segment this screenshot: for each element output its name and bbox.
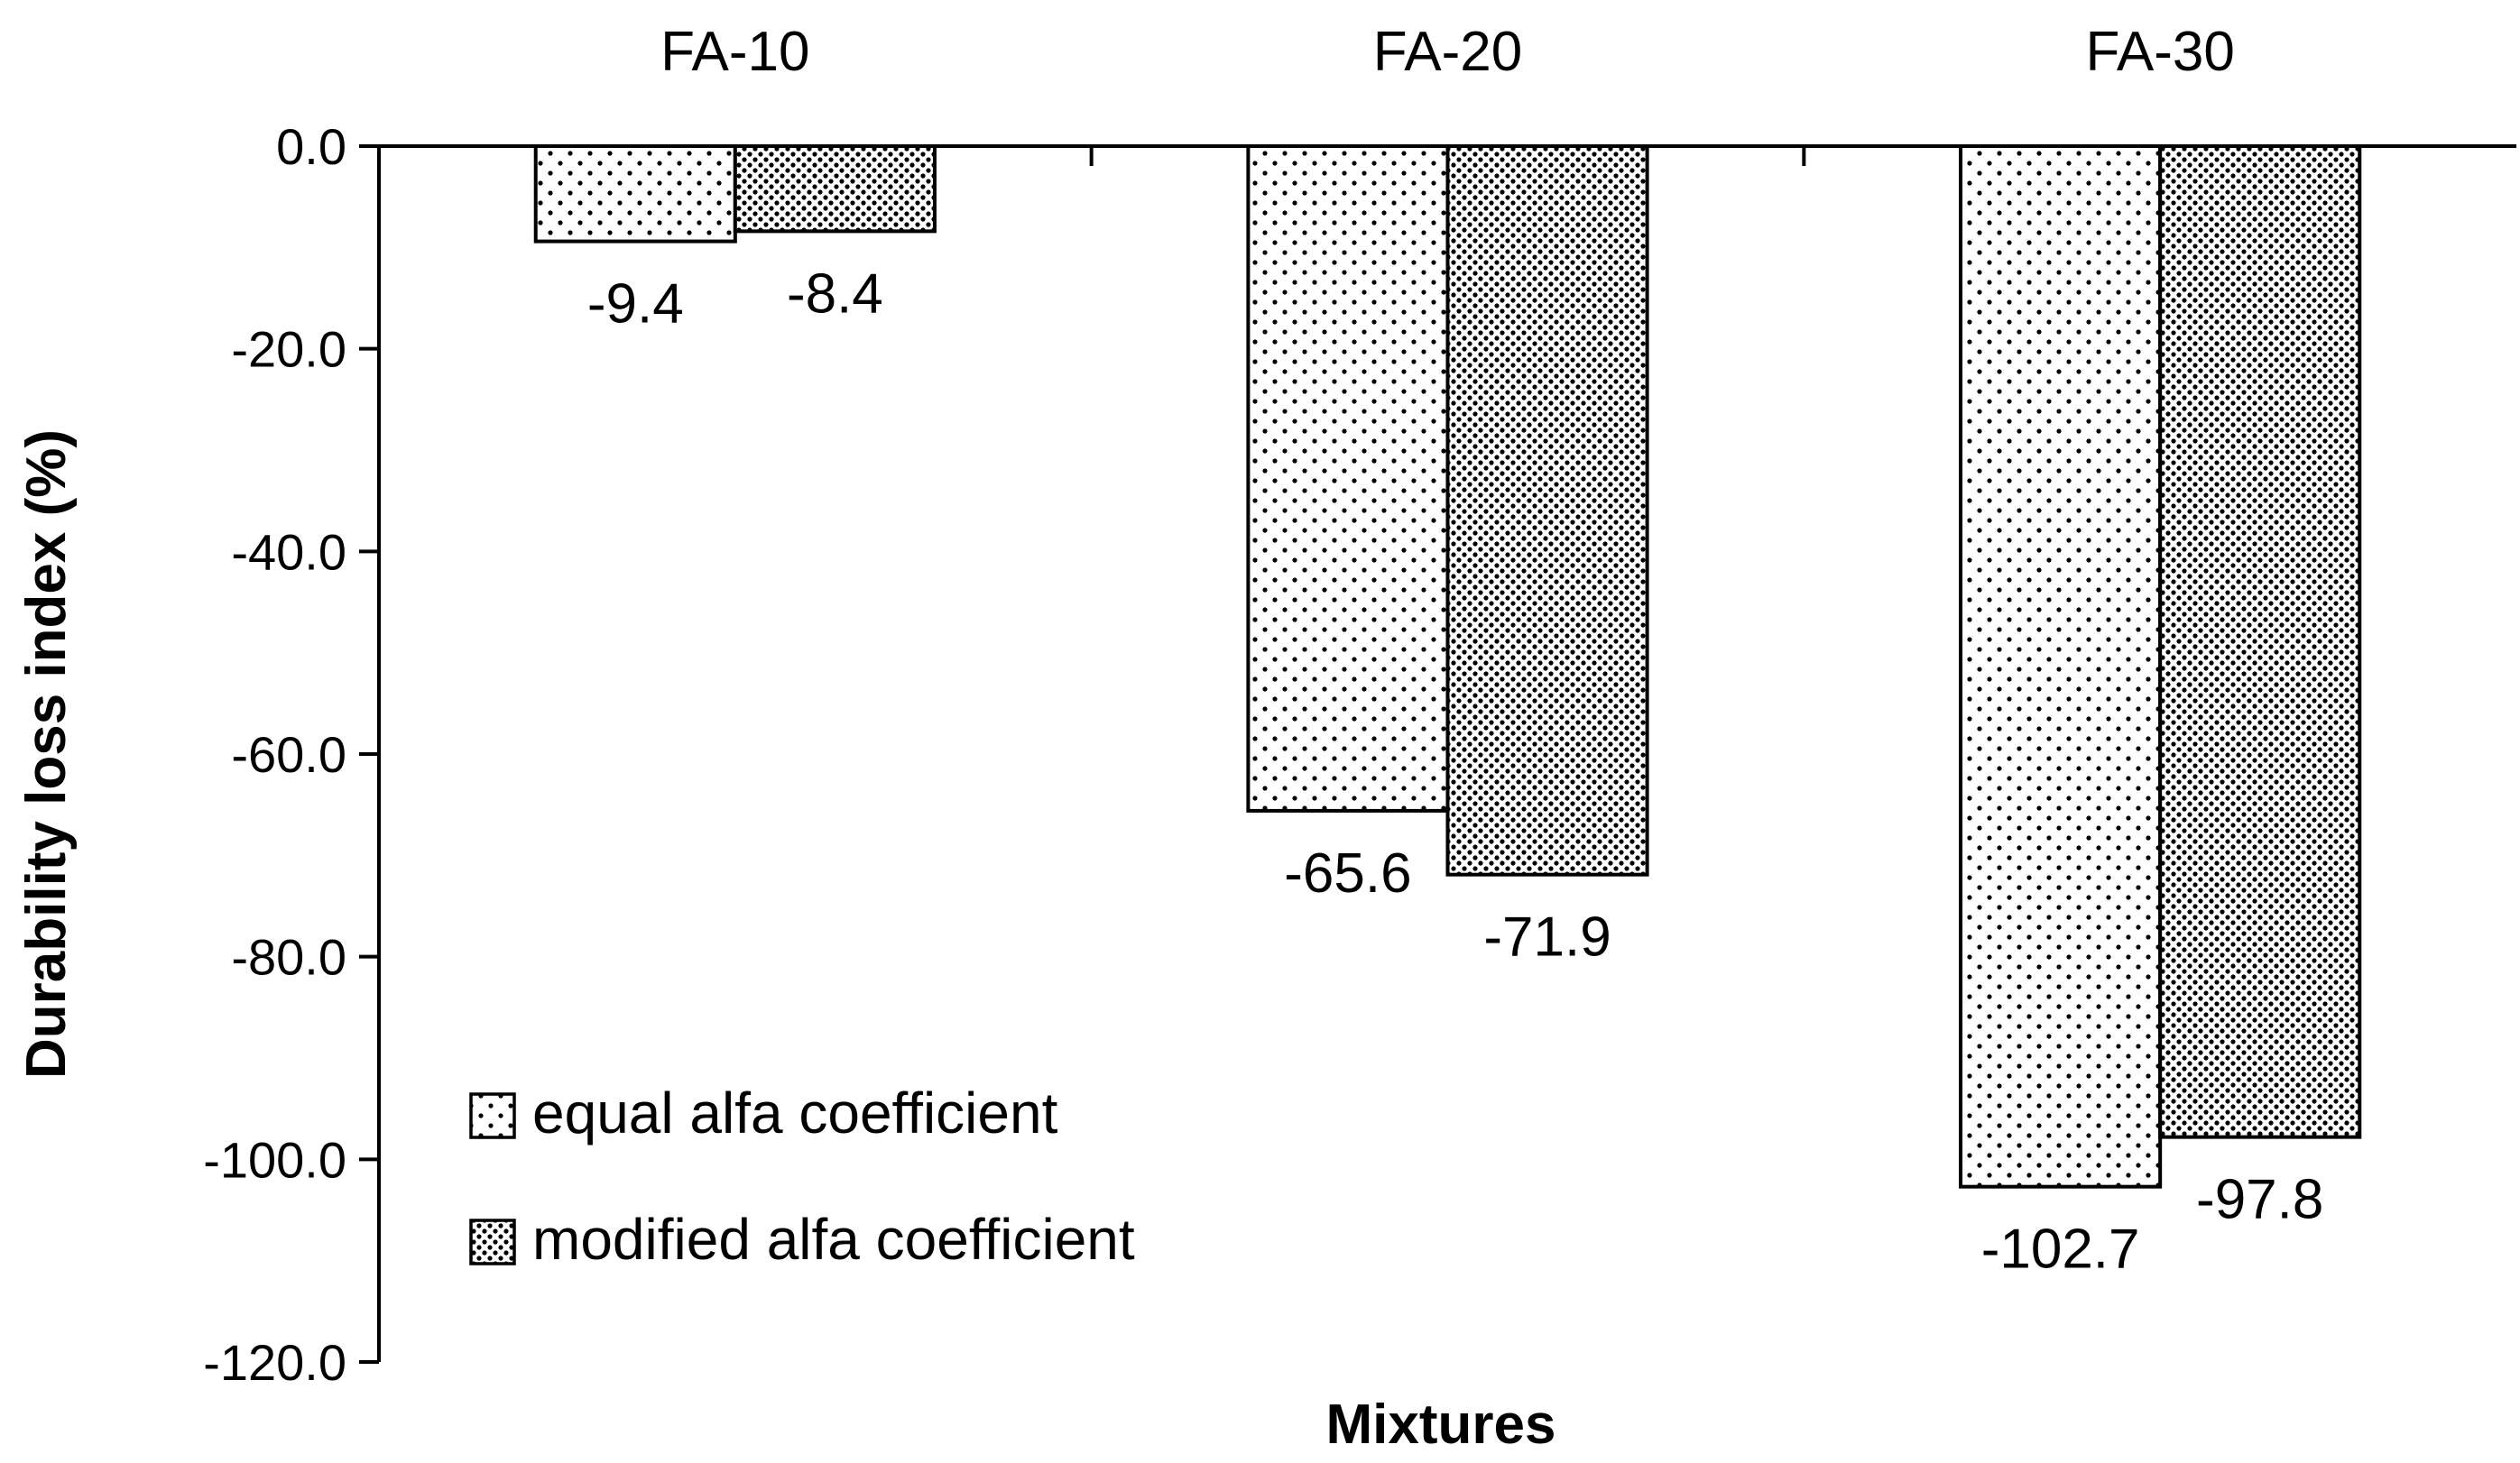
y-tick-label: -60.0 — [231, 726, 346, 783]
y-tick-label: -40.0 — [231, 523, 346, 580]
y-tick-label: -80.0 — [231, 929, 346, 986]
data-label: -102.7 — [1981, 1219, 2140, 1281]
bar-equal-fa-30 — [1959, 144, 2163, 1189]
legend-item-modified: modified alfa coefficient — [469, 1207, 1135, 1272]
y-axis-title: Durability loss index (%) — [15, 429, 78, 1079]
data-label: -9.4 — [587, 273, 684, 336]
category-label: FA-30 — [2085, 21, 2234, 83]
y-tick-label: -100.0 — [203, 1131, 346, 1188]
bars — [533, 144, 2362, 1189]
bar-modified-fa-30 — [2158, 144, 2362, 1139]
bar-modified-fa-10 — [733, 144, 937, 234]
legend-label-modified: modified alfa coefficient — [532, 1207, 1135, 1272]
legend: equal alfa coefficient modified alfa coe… — [469, 1081, 1135, 1272]
data-label: -8.4 — [787, 262, 883, 325]
data-label: -97.8 — [2196, 1169, 2323, 1231]
y-ticks — [359, 144, 379, 1364]
legend-item-equal: equal alfa coefficient — [469, 1081, 1058, 1146]
category-ticks — [1089, 146, 1806, 166]
y-tick-label: -120.0 — [203, 1334, 346, 1391]
category-label: FA-10 — [660, 21, 809, 83]
bar-equal-fa-20 — [1246, 144, 1450, 813]
y-tick-label: -20.0 — [231, 321, 346, 378]
legend-swatch-modified — [469, 1219, 516, 1265]
category-label: FA-20 — [1373, 21, 1522, 83]
x-axis-title: Mixtures — [1326, 1394, 1556, 1456]
legend-swatch-equal — [469, 1092, 516, 1139]
category-labels: FA-10 FA-20 FA-30 — [660, 21, 2235, 83]
plot-area: -9.4 -8.4 -65.6 -71.9 -102.7 -97.8 FA-10 FA-20… — [203, 21, 2516, 1391]
bar-equal-fa-10 — [533, 144, 737, 244]
bar-modified-fa-20 — [1445, 144, 1649, 877]
legend-label-equal: equal alfa coefficient — [532, 1081, 1058, 1146]
data-labels: -9.4 -8.4 -65.6 -71.9 -102.7 -97.8 — [587, 262, 2324, 1280]
y-tick-labels: 0.0 -20.0 -40.0 -60.0 -80.0 -100.0 -120.0 — [203, 118, 346, 1391]
y-tick-label: 0.0 — [276, 118, 346, 175]
data-label: -71.9 — [1483, 906, 1611, 969]
data-label: -65.6 — [1284, 842, 1411, 905]
